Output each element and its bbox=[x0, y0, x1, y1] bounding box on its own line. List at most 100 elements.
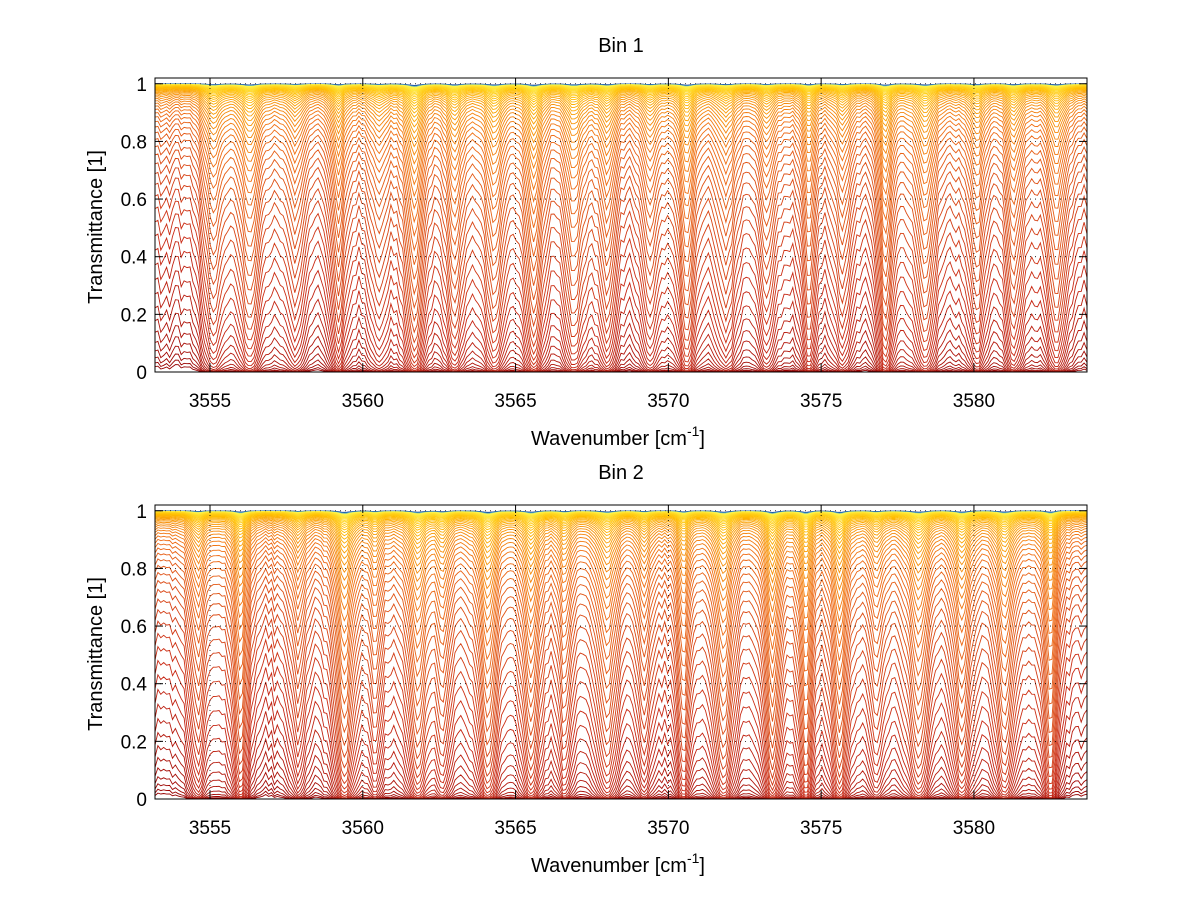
y-axis-label: Transmittance [1] bbox=[85, 577, 107, 731]
y-tick-label: 0.8 bbox=[121, 559, 147, 580]
x-tick-label: 3575 bbox=[800, 391, 842, 412]
series-line-56 bbox=[154, 767, 1088, 800]
x-ticks: 3555 3560 3565 3570 3575 3580 bbox=[189, 78, 995, 412]
x-tick-label: 3580 bbox=[953, 818, 995, 839]
series-line-26 bbox=[154, 92, 1088, 141]
series-line-30 bbox=[154, 527, 1088, 602]
series-line-22 bbox=[154, 88, 1088, 118]
series-line-33 bbox=[154, 535, 1088, 637]
y-ticks: 0 0.2 0.4 0.6 0.8 1 bbox=[121, 502, 1087, 811]
series-line-44 bbox=[154, 177, 1088, 352]
x-tick-label: 3565 bbox=[494, 391, 536, 412]
series-line-29 bbox=[154, 524, 1088, 594]
series-line-43 bbox=[154, 598, 1088, 771]
series-line-35 bbox=[154, 542, 1088, 664]
series-line-48 bbox=[154, 659, 1088, 797]
series-line-31 bbox=[154, 101, 1088, 186]
series-line-51 bbox=[154, 270, 1088, 373]
series-line-23 bbox=[154, 516, 1088, 550]
y-tick-label: 0.6 bbox=[121, 190, 147, 211]
subplot-title: Bin 1 bbox=[598, 35, 644, 57]
series-line-30 bbox=[154, 99, 1088, 175]
series-line-21 bbox=[154, 87, 1088, 114]
series-line-28 bbox=[154, 523, 1088, 584]
series-line-17 bbox=[154, 513, 1088, 529]
y-tick-label: 1 bbox=[136, 502, 147, 523]
series-line-29 bbox=[154, 97, 1088, 165]
series-line-48 bbox=[154, 227, 1088, 370]
series-line-28 bbox=[154, 95, 1088, 156]
y-tick-label: 0 bbox=[136, 790, 147, 811]
series-line-51 bbox=[154, 703, 1088, 800]
x-tick-label: 3580 bbox=[953, 391, 995, 412]
series-line-39 bbox=[154, 134, 1088, 296]
series-line-43 bbox=[154, 167, 1088, 344]
series-line-52 bbox=[154, 285, 1088, 373]
series-line-25 bbox=[154, 91, 1088, 134]
series-line-40 bbox=[154, 571, 1088, 736]
series-line-39 bbox=[154, 564, 1088, 722]
axes-frame bbox=[154, 77, 1088, 373]
y-ticks: 0 0.2 0.4 0.6 0.8 1 bbox=[121, 75, 1087, 384]
series-line-52 bbox=[154, 717, 1088, 800]
series-line-35 bbox=[154, 114, 1088, 238]
series-line-21 bbox=[154, 515, 1088, 542]
series-line-24 bbox=[154, 517, 1088, 556]
series-line-34 bbox=[154, 538, 1088, 650]
series-line-32 bbox=[154, 532, 1088, 624]
subplot-bin-1: Bin 1 3555 3560 3565 3570 3575 3580 0 0.2 0.4 0.… bbox=[85, 35, 1088, 450]
series-line-31 bbox=[154, 529, 1088, 613]
series-line-38 bbox=[154, 558, 1088, 708]
series-line-25 bbox=[154, 518, 1088, 562]
series-line-47 bbox=[154, 645, 1088, 795]
y-tick-label: 1 bbox=[136, 75, 147, 96]
series-line-20 bbox=[154, 514, 1088, 538]
series-line-46 bbox=[154, 200, 1088, 364]
series-line-16 bbox=[154, 512, 1088, 527]
subplot-title: Bin 2 bbox=[598, 462, 644, 484]
series-line-17 bbox=[154, 85, 1088, 102]
x-axis-label: Wavenumber [cm-1] bbox=[531, 423, 705, 450]
series-line-55 bbox=[154, 756, 1088, 800]
series-line-54 bbox=[154, 312, 1088, 373]
series-line-40 bbox=[154, 141, 1088, 310]
series-line-16 bbox=[154, 85, 1088, 100]
series-line-42 bbox=[154, 588, 1088, 760]
x-tick-label: 3560 bbox=[342, 391, 384, 412]
series-line-18 bbox=[154, 86, 1088, 104]
series-line-45 bbox=[154, 188, 1088, 359]
y-axis-label: Transmittance [1] bbox=[85, 150, 107, 304]
series-line-53 bbox=[154, 731, 1088, 800]
y-tick-label: 0 bbox=[136, 363, 147, 384]
series-line-20 bbox=[155, 87, 1088, 110]
series-line-19 bbox=[154, 514, 1088, 535]
x-tick-label: 3560 bbox=[342, 818, 384, 839]
y-tick-label: 0.4 bbox=[121, 248, 148, 269]
series-line-27 bbox=[154, 93, 1088, 148]
series-line-18 bbox=[154, 513, 1088, 532]
subplot-bin-2: Bin 2 3555 3560 3565 3570 3575 3580 0 0.2 0.4 0.… bbox=[85, 462, 1088, 877]
series-line-23 bbox=[154, 89, 1088, 123]
y-tick-label: 0.6 bbox=[121, 617, 147, 638]
series-line-33 bbox=[154, 107, 1088, 210]
series-line-36 bbox=[154, 547, 1088, 678]
series-line-22 bbox=[154, 515, 1088, 546]
y-tick-label: 0.2 bbox=[121, 305, 147, 326]
series-line-54 bbox=[154, 744, 1088, 800]
axes-frame bbox=[154, 504, 1088, 800]
x-tick-label: 3555 bbox=[189, 818, 231, 839]
series-line-41 bbox=[154, 579, 1088, 749]
series-line-49 bbox=[154, 673, 1088, 799]
series-line-27 bbox=[154, 521, 1088, 576]
series-line-24 bbox=[154, 90, 1088, 128]
series-line-41 bbox=[154, 149, 1088, 323]
x-tick-label: 3565 bbox=[494, 818, 536, 839]
series-line-32 bbox=[154, 104, 1088, 198]
x-tick-label: 3570 bbox=[647, 818, 689, 839]
y-tick-label: 0.4 bbox=[121, 675, 148, 696]
series-line-46 bbox=[154, 632, 1088, 792]
series-line-49 bbox=[154, 241, 1088, 371]
series-line-15 bbox=[154, 512, 1088, 525]
transmittance-curves bbox=[154, 510, 1088, 800]
